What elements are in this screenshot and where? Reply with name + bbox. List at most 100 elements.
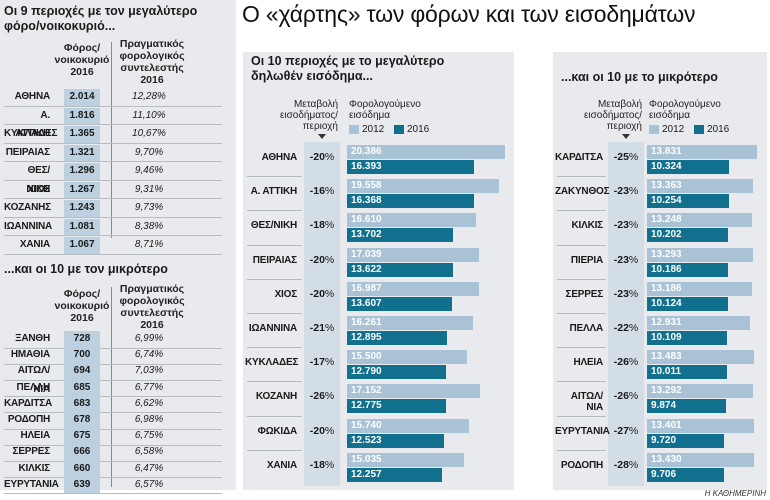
table-row: ΧΑΝΙΑ 1.067 8,71%: [0, 236, 236, 255]
bar-2012-2: 13.248: [647, 213, 752, 228]
region-name: ΧΙΟΣ: [27, 183, 51, 195]
income-change-value: -16: [309, 185, 325, 198]
tax-per-household: 1.816: [64, 107, 100, 124]
table-row: ΑΙΤΩΛ/ΝΙΑ 694 7,03%: [0, 362, 236, 395]
effective-tax-rate: 12,28%: [132, 91, 166, 102]
bar-label-2016: 10.254: [651, 195, 682, 207]
bar-2012-0: 20.386: [347, 145, 505, 159]
bar-label-2016: 10.011: [651, 366, 682, 378]
income-change: -22%: [608, 322, 644, 334]
region-name: ΞΑΝΘΗ: [15, 333, 50, 344]
change-header-line: εισοδήματος/: [279, 110, 338, 121]
region-name: ΕΥΡΥΤΑΝΙΑ: [4, 478, 59, 490]
row-divider: [247, 313, 302, 314]
percent-sign: %: [628, 356, 639, 369]
region-name: Α. ΑΤΤΙΚΗ: [15, 109, 50, 140]
income-change: -26%: [608, 356, 644, 368]
row-divider: [247, 415, 302, 417]
row-divider: [4, 179, 222, 181]
bar-2016-6: 10.011: [647, 365, 727, 380]
bar-2012-8: 13.401: [647, 418, 754, 433]
percent-sign: %: [324, 424, 335, 437]
table-row: ΚΟΖΑΝΗΣ 1.243 9,73%: [0, 199, 236, 218]
region-name: ΠΕΛΛΑ: [569, 323, 604, 334]
row-divider: [4, 347, 222, 349]
source-credit: Η ΚΑΘΗΜΕΡΙΝΗ: [704, 489, 766, 498]
table-row: ΚΥΚΛΑΔΕΣ 1.365 10,67%: [0, 125, 236, 144]
region-name: ΦΩΚΙΔΑ: [257, 425, 298, 437]
income-change-value: -25: [613, 151, 629, 163]
bar-label-2012: 15.740: [351, 419, 382, 431]
income-header-line: εισόδημα: [649, 110, 691, 121]
bar-label-2012: 17.152: [351, 385, 382, 397]
bar-2012-7: 17.152: [347, 384, 480, 399]
row-divider: [4, 363, 222, 365]
legend-label-2016: 2016: [407, 124, 430, 135]
top-col-rate-l2: φορολογικός: [119, 50, 185, 62]
main-title: Ο «χάρτης» των φόρων και των εισοδημάτων: [242, 1, 696, 27]
bar-label-2012: 17.039: [351, 248, 382, 260]
row-divider: [4, 105, 222, 107]
bar-label-2016: 10.124: [651, 297, 682, 309]
bar-2012-7: 13.292: [647, 384, 753, 399]
bar-label-2016: 12.790: [351, 366, 382, 378]
effective-tax-rate: 6,58%: [134, 446, 164, 458]
row-divider: [4, 396, 222, 398]
row-divider: [4, 142, 222, 144]
region-name: ΗΛΕΙΑ: [573, 357, 603, 369]
income-change-value: -18: [309, 458, 325, 471]
effective-tax-rate: 6,62%: [134, 397, 164, 409]
income-header: Φορολογούμενο εισόδημα: [349, 99, 421, 121]
bar-label-2012: 19.558: [351, 180, 382, 192]
row-divider: [4, 444, 222, 446]
top-table-title-line1: Οι 9 περιοχές με τον μεγαλύτερο: [4, 4, 198, 18]
percent-sign: %: [324, 253, 335, 266]
chart-title-line1: Οι 10 περιοχές με το μεγαλύτερο: [251, 54, 445, 68]
row-divider: [247, 381, 302, 383]
region-name: ΡΟΔΟΠΗ: [7, 414, 50, 425]
bar-2012-1: 19.558: [347, 179, 499, 194]
tax-per-household: 660: [64, 460, 100, 478]
bar-2016-5: 10.109: [647, 331, 727, 345]
bar-label-2012: 13.483: [651, 351, 682, 363]
bar-label-2012: 13.363: [651, 180, 682, 192]
change-header-line: περιοχή: [606, 121, 642, 132]
income-change-value: -20: [309, 253, 325, 266]
table-row: ΚΑΡΔΙΤΣΑ 683 6,62%: [0, 395, 236, 414]
bar-label-2016: 12.257: [351, 468, 382, 480]
bar-2016-9: 9.706: [647, 467, 724, 482]
region-name: ΑΙΤΩΛ/ΝΙΑ: [17, 365, 50, 395]
effective-tax-rate: 6,77%: [134, 381, 164, 393]
bar-label-2016: 9.720: [651, 434, 677, 446]
change-header: Μεταβολή εισοδήματος/περιοχή: [564, 99, 642, 132]
table-row: ΡΟΔΟΠΗ 678 6,98%: [0, 411, 236, 430]
income-change: -28%: [608, 459, 644, 471]
legend-swatch-2016: [394, 125, 404, 134]
bar-2016-2: 13.702: [347, 228, 453, 243]
percent-sign: %: [628, 219, 639, 232]
bar-label-2016: 10.202: [651, 229, 682, 241]
bar-label-2012: 13.292: [651, 385, 682, 397]
bar-label-2012: 15.500: [351, 351, 382, 363]
region-name: ΑΘΗΝΑ: [261, 152, 298, 163]
bar-label-2016: 12.775: [351, 400, 382, 412]
effective-tax-rate: 9,46%: [134, 165, 164, 176]
income-change-value: -18: [309, 219, 325, 232]
tax-per-household: 1.067: [64, 237, 100, 254]
row-divider: [4, 216, 222, 218]
income-change-value: -17: [309, 356, 325, 369]
row-divider: [557, 449, 606, 451]
region-name: ΕΥΡΥΤΑΝΙΑ: [555, 425, 610, 437]
tax-per-household: 700: [64, 347, 100, 364]
effective-tax-rate: 6,74%: [134, 349, 164, 361]
tax-per-household: 1.321: [64, 144, 100, 161]
income-change: -20%: [304, 425, 340, 437]
change-header: Μεταβολή εισοδήματος/περιοχή: [260, 99, 338, 132]
bar-label-2012: 16.987: [351, 282, 382, 294]
bar-2016-3: 13.622: [347, 262, 453, 277]
percent-sign: %: [628, 322, 639, 334]
bar-2016-1: 10.254: [647, 194, 729, 209]
income-change-value: -23: [613, 253, 629, 266]
income-header-line: εισόδημα: [349, 110, 391, 121]
top-col-rate-l3: συντελεστής: [120, 62, 184, 74]
